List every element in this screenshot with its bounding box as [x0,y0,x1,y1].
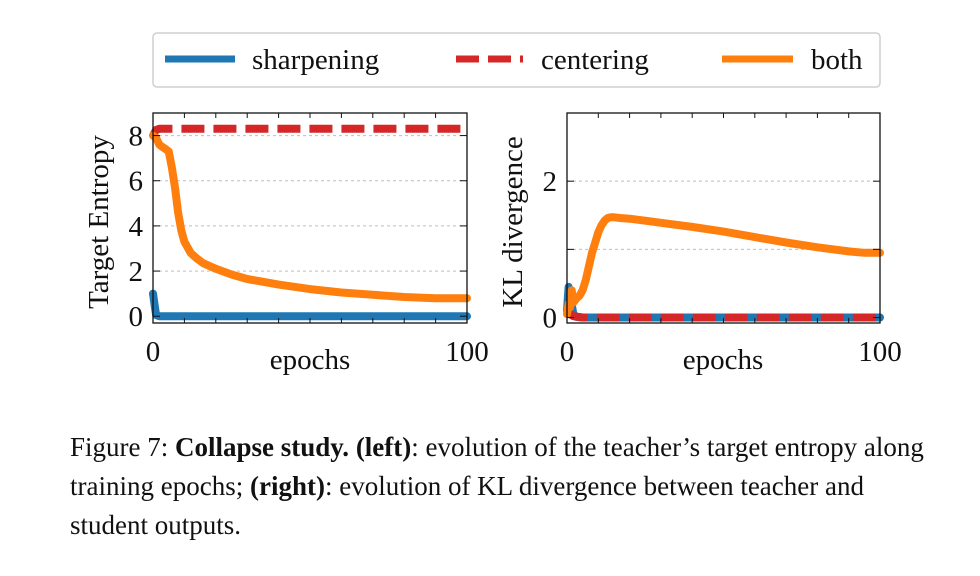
right-xlabel: epochs [683,344,764,376]
caption-bold-title: Collapse study. [175,432,350,462]
right-ytick-label-2: 2 [543,166,558,198]
left-ticks: 0 100 0 2 4 6 8 [129,113,489,368]
right-ylabel: KL divergence [497,136,529,308]
left-ytick-label-8: 8 [129,121,144,153]
legend-label-centering: centering [541,44,649,76]
right-ticks: 0 100 0 2 [543,113,902,368]
right-ytick-label-0: 0 [543,303,558,335]
left-ytick-label-2: 2 [129,256,144,288]
left-xtick-label-100: 100 [445,336,489,368]
legend-label-both: both [811,44,863,76]
legend: sharpening centering both [152,32,881,88]
figure-caption: Figure 7: Collapse study. (left): evolut… [70,428,930,545]
right-xtick-label-0: 0 [560,336,575,368]
left-xtick-label-0: 0 [146,336,161,368]
left-ylabel: Target Entropy [83,135,115,309]
legend-frame [152,32,881,88]
left-ytick-label-0: 0 [129,301,144,333]
left-series-centering [149,124,467,138]
left-xlabel: epochs [270,344,351,376]
caption-left-text: : evolution of the teacher’s target entr… [70,432,924,501]
right-series [563,213,884,322]
figure-7: sharpening centering both 0 100 0 2 4 6 8 epoc… [83,32,902,376]
left-series-sharpening [149,289,471,321]
left-series-both [149,131,471,303]
right-series-both [563,213,884,319]
left-ytick-label-6: 6 [129,166,144,198]
chart-right: 0 100 0 2 epochs KL divergence [497,112,902,376]
left-series [149,124,471,321]
legend-label-sharpening: sharpening [252,44,379,76]
chart-left: 0 100 0 2 4 6 8 epochs Target Entropy [83,112,489,376]
caption-left-tag: (left) [355,432,412,462]
right-series-sharpening [563,282,884,322]
right-xtick-label-100: 100 [858,336,902,368]
caption-right-text: : evolution of KL divergence between tea… [70,471,864,540]
caption-right-tag: (right) [249,471,325,501]
caption-label: Figure 7: [70,432,175,462]
left-ytick-label-4: 4 [129,211,144,243]
